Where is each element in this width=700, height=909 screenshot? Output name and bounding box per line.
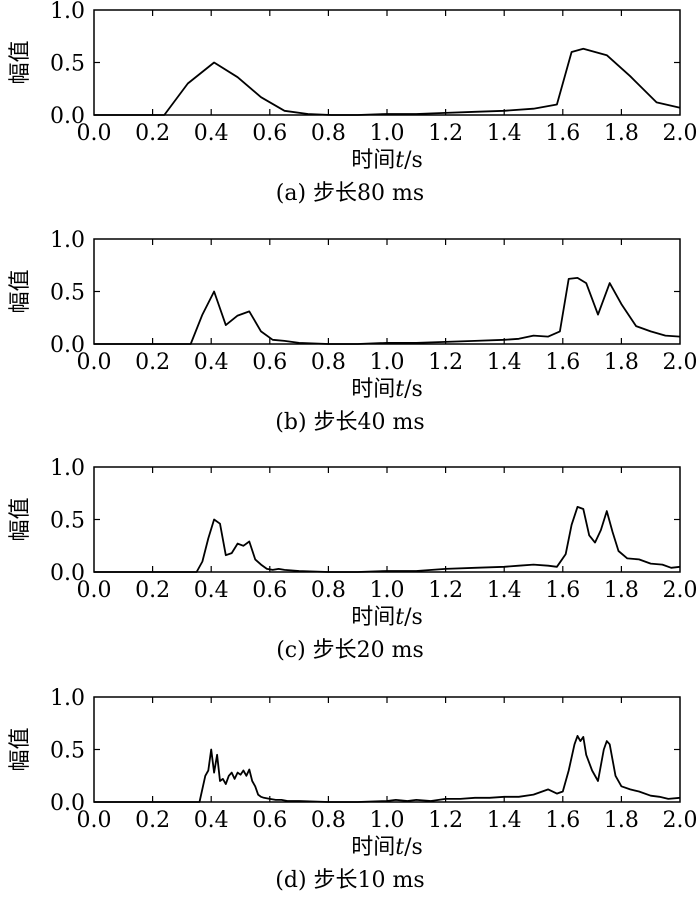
chart-2-x-tick-label: 1.0 xyxy=(370,350,405,375)
chart-2-x-tick-label: 1.8 xyxy=(604,350,639,375)
chart-4-y-tick-label: 0.0 xyxy=(50,791,85,816)
chart-4-x-tick-label: 0.4 xyxy=(194,808,229,833)
chart-4-caption: (d) 步长10 ms xyxy=(275,868,424,893)
chart-3-x-tick-label: 1.2 xyxy=(428,578,463,603)
chart-1-series-line xyxy=(94,47,681,116)
chart-4-x-tick-label: 1.2 xyxy=(428,808,463,833)
chart-4-x-tick-label: 0.8 xyxy=(311,808,346,833)
chart-3-plot-frame xyxy=(93,466,681,573)
chart-2-caption: (b) 步长40 ms xyxy=(275,410,424,435)
chart-2-x-tick-label: 2.0 xyxy=(663,350,698,375)
chart-3-x-tick-label: 1.4 xyxy=(487,578,522,603)
chart-1-y-axis-label: 幅值 xyxy=(8,40,33,84)
chart-3-x-tick-label: 0.4 xyxy=(194,578,229,603)
chart-2-x-tick-label: 0.4 xyxy=(194,350,229,375)
chart-2-x-axis-label: 时间t/s xyxy=(351,377,423,402)
chart-4-y-tick-label: 0.5 xyxy=(50,739,85,764)
chart-1-x-tick-label: 0.4 xyxy=(194,121,229,146)
chart-3-series-line xyxy=(94,505,681,573)
chart-1-x-tick-label: 2.0 xyxy=(663,121,698,146)
chart-4-x-tick-label: 2.0 xyxy=(663,808,698,833)
chart-2-x-tick-label: 0.8 xyxy=(311,350,346,375)
chart-4-x-tick-label: 0.6 xyxy=(252,808,287,833)
chart-4-x-axis-label: 时间t/s xyxy=(351,835,423,860)
chart-3-y-tick-label: 0.5 xyxy=(50,509,85,534)
chart-3-x-tick-label: 1.6 xyxy=(545,578,580,603)
chart-2-y-axis-label: 幅值 xyxy=(8,269,33,313)
chart-3-x-tick-label: 2.0 xyxy=(663,578,698,603)
chart-3-caption: (c) 步长20 ms xyxy=(276,638,424,663)
chart-2-x-tick-label: 1.6 xyxy=(545,350,580,375)
chart-4-x-tick-label: 1.8 xyxy=(604,808,639,833)
chart-1-caption: (a) 步长80 ms xyxy=(276,181,424,206)
chart-4-plot-frame xyxy=(93,696,681,803)
chart-1-x-tick-label: 1.8 xyxy=(604,121,639,146)
chart-1-x-axis-label: 时间t/s xyxy=(351,148,423,173)
chart-4-y-axis-label: 幅值 xyxy=(8,727,33,771)
chart-1-plot-frame xyxy=(93,9,681,116)
chart-2-series-line xyxy=(94,276,681,345)
chart-4-x-tick-label: 1.6 xyxy=(545,808,580,833)
chart-4-x-tick-label: 0.0 xyxy=(77,808,112,833)
chart-1-y-tick-label: 1.0 xyxy=(50,0,85,24)
chart-2-y-tick-label: 0.5 xyxy=(50,281,85,306)
chart-3-y-axis-label: 幅值 xyxy=(8,497,33,541)
chart-4-x-tick-label: 1.4 xyxy=(487,808,522,833)
chart-4-y-tick-label: 1.0 xyxy=(50,686,85,711)
chart-3-x-tick-label: 0.0 xyxy=(77,578,112,603)
chart-2-x-tick-label: 1.2 xyxy=(428,350,463,375)
chart-1-y-tick-label: 0.0 xyxy=(50,104,85,129)
chart-2-y-tick-label: 1.0 xyxy=(50,228,85,253)
chart-1-x-tick-label: 1.0 xyxy=(370,121,405,146)
chart-2-x-tick-label: 0.0 xyxy=(77,350,112,375)
chart-2-plot-frame xyxy=(93,238,681,345)
chart-3-x-tick-label: 1.8 xyxy=(604,578,639,603)
chart-3-x-tick-label: 0.8 xyxy=(311,578,346,603)
chart-2-x-tick-label: 0.2 xyxy=(135,350,170,375)
chart-1-x-tick-label: 0.2 xyxy=(135,121,170,146)
chart-4-series-line xyxy=(94,735,681,803)
chart-2-x-tick-label: 0.6 xyxy=(252,350,287,375)
chart-3-x-tick-label: 0.2 xyxy=(135,578,170,603)
chart-4-x-tick-label: 0.2 xyxy=(135,808,170,833)
chart-1-x-tick-label: 1.4 xyxy=(487,121,522,146)
chart-3-y-tick-label: 0.0 xyxy=(50,561,85,586)
chart-3-x-axis-label: 时间t/s xyxy=(351,605,423,630)
chart-1-x-tick-label: 1.6 xyxy=(545,121,580,146)
chart-3-y-tick-label: 1.0 xyxy=(50,456,85,481)
chart-3-x-tick-label: 1.0 xyxy=(370,578,405,603)
chart-2-y-tick-label: 0.0 xyxy=(50,333,85,358)
chart-1-x-tick-label: 0.0 xyxy=(77,121,112,146)
chart-4-x-tick-label: 1.0 xyxy=(370,808,405,833)
chart-1-x-tick-label: 0.6 xyxy=(252,121,287,146)
chart-1-x-tick-label: 0.8 xyxy=(311,121,346,146)
chart-2-x-tick-label: 1.4 xyxy=(487,350,522,375)
chart-3-x-tick-label: 0.6 xyxy=(252,578,287,603)
chart-1-y-tick-label: 0.5 xyxy=(50,52,85,77)
chart-1-x-tick-label: 1.2 xyxy=(428,121,463,146)
